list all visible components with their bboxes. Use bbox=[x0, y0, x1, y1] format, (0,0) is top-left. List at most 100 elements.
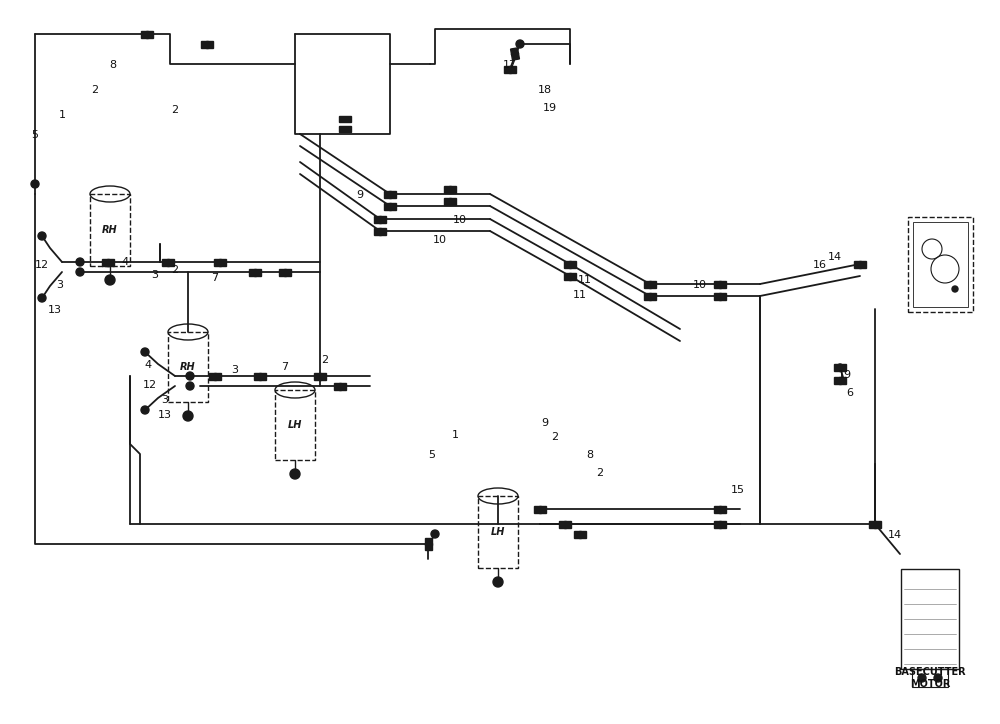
Text: 13: 13 bbox=[158, 410, 172, 420]
Text: 2: 2 bbox=[551, 432, 559, 442]
Text: LH: LH bbox=[491, 527, 505, 537]
Text: 5: 5 bbox=[32, 130, 38, 140]
Polygon shape bbox=[379, 216, 386, 222]
Circle shape bbox=[38, 294, 46, 302]
Text: 8: 8 bbox=[586, 450, 594, 460]
Polygon shape bbox=[539, 505, 546, 513]
Circle shape bbox=[952, 286, 958, 292]
Circle shape bbox=[31, 180, 39, 188]
Polygon shape bbox=[511, 48, 519, 55]
Text: 16: 16 bbox=[813, 260, 827, 270]
Polygon shape bbox=[201, 41, 208, 48]
Circle shape bbox=[105, 275, 115, 285]
Circle shape bbox=[431, 530, 439, 538]
Bar bbox=[901, 569, 959, 669]
Text: 12: 12 bbox=[35, 260, 49, 270]
Circle shape bbox=[934, 674, 942, 682]
Polygon shape bbox=[141, 30, 148, 38]
Polygon shape bbox=[839, 376, 846, 384]
Circle shape bbox=[837, 364, 843, 370]
Text: 1: 1 bbox=[58, 110, 66, 120]
Polygon shape bbox=[569, 272, 576, 279]
Circle shape bbox=[183, 411, 193, 421]
Circle shape bbox=[141, 348, 149, 356]
Text: 3: 3 bbox=[232, 365, 239, 375]
Circle shape bbox=[38, 232, 46, 240]
Polygon shape bbox=[834, 376, 841, 384]
Polygon shape bbox=[284, 269, 291, 276]
Polygon shape bbox=[854, 261, 861, 267]
Polygon shape bbox=[334, 382, 341, 390]
Circle shape bbox=[186, 372, 194, 380]
Polygon shape bbox=[424, 543, 432, 550]
Text: 7: 7 bbox=[211, 273, 219, 283]
Polygon shape bbox=[206, 41, 213, 48]
Text: 2: 2 bbox=[321, 355, 329, 365]
Bar bbox=[339, 116, 351, 122]
Polygon shape bbox=[559, 521, 566, 528]
Polygon shape bbox=[649, 280, 656, 287]
Text: 14: 14 bbox=[828, 252, 842, 262]
Polygon shape bbox=[379, 227, 386, 235]
Bar bbox=[908, 216, 972, 311]
Polygon shape bbox=[319, 373, 326, 379]
Text: 2: 2 bbox=[596, 468, 604, 478]
Polygon shape bbox=[859, 261, 866, 267]
Text: 11: 11 bbox=[578, 275, 592, 285]
Polygon shape bbox=[249, 269, 256, 276]
Circle shape bbox=[76, 258, 84, 266]
Text: 6: 6 bbox=[846, 388, 854, 398]
Polygon shape bbox=[444, 185, 451, 193]
Circle shape bbox=[186, 382, 194, 390]
Polygon shape bbox=[314, 373, 321, 379]
Polygon shape bbox=[214, 258, 221, 266]
Polygon shape bbox=[511, 53, 519, 60]
Text: 19: 19 bbox=[838, 370, 852, 380]
Polygon shape bbox=[449, 185, 456, 193]
Text: 18: 18 bbox=[538, 85, 552, 95]
Polygon shape bbox=[644, 292, 651, 300]
Text: 10: 10 bbox=[433, 235, 447, 245]
Polygon shape bbox=[714, 521, 721, 528]
Polygon shape bbox=[719, 521, 726, 528]
Bar bbox=[275, 390, 315, 460]
Text: 2: 2 bbox=[171, 105, 179, 115]
Polygon shape bbox=[839, 363, 846, 371]
Text: 12: 12 bbox=[143, 380, 157, 390]
Polygon shape bbox=[389, 203, 396, 209]
Text: 3: 3 bbox=[162, 395, 168, 405]
Polygon shape bbox=[424, 539, 432, 544]
Polygon shape bbox=[714, 292, 721, 300]
Polygon shape bbox=[107, 258, 114, 266]
Text: 5: 5 bbox=[428, 450, 436, 460]
Polygon shape bbox=[714, 280, 721, 287]
Circle shape bbox=[290, 469, 300, 479]
Text: 4: 4 bbox=[144, 360, 152, 370]
Circle shape bbox=[516, 40, 524, 48]
Text: 2: 2 bbox=[171, 265, 179, 275]
Polygon shape bbox=[579, 531, 586, 537]
Polygon shape bbox=[259, 373, 266, 379]
Polygon shape bbox=[146, 30, 153, 38]
Polygon shape bbox=[564, 261, 571, 267]
Text: 3: 3 bbox=[56, 280, 64, 290]
Text: LH: LH bbox=[288, 420, 302, 430]
Circle shape bbox=[493, 577, 503, 587]
Text: 3: 3 bbox=[152, 270, 158, 280]
Polygon shape bbox=[444, 198, 451, 204]
Polygon shape bbox=[214, 373, 221, 379]
Text: 4: 4 bbox=[121, 257, 129, 267]
Polygon shape bbox=[374, 216, 381, 222]
Text: 15: 15 bbox=[731, 485, 745, 495]
Text: 1: 1 bbox=[452, 430, 458, 440]
Circle shape bbox=[141, 406, 149, 414]
Bar bbox=[912, 669, 948, 687]
Polygon shape bbox=[339, 382, 346, 390]
Polygon shape bbox=[834, 363, 841, 371]
Text: 13: 13 bbox=[48, 305, 62, 315]
Bar bbox=[339, 126, 351, 132]
Polygon shape bbox=[374, 227, 381, 235]
Polygon shape bbox=[449, 198, 456, 204]
Text: 10: 10 bbox=[453, 215, 467, 225]
Bar bbox=[168, 332, 208, 402]
